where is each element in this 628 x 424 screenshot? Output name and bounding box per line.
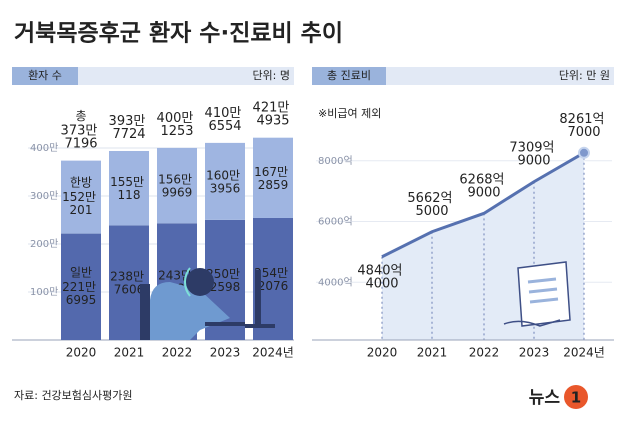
right-chart-title: 총 진료비 — [327, 69, 371, 82]
right-header — [312, 67, 614, 85]
value-label: 254만 2076 — [254, 265, 292, 292]
paper-roll — [503, 319, 561, 327]
pain-mark — [183, 267, 191, 297]
value-label: 167만 2859 — [254, 164, 292, 191]
y-tick-label: 200만 — [30, 238, 58, 250]
value-label: 6268억 9000 — [459, 172, 508, 200]
value-label: 8261억 7000 — [559, 111, 608, 139]
y-tick-label: 4000억 — [318, 276, 353, 288]
total-label: 410만 6554 — [205, 105, 246, 133]
end-point — [578, 146, 590, 159]
paper — [517, 261, 571, 327]
series-label: 한방 — [70, 176, 92, 190]
bar-segment — [109, 150, 149, 226]
x-tick-label: 2020 — [66, 346, 97, 360]
value-label: 5662억 5000 — [407, 190, 456, 218]
x-tick-label: 2024년 — [252, 346, 294, 360]
y-tick-label: 100만 — [30, 286, 58, 298]
value-label: 250만 2598 — [206, 266, 244, 293]
right-header-tab — [312, 67, 386, 85]
total-label: 373만 7196 — [61, 123, 102, 151]
total-label: 393만 7724 — [109, 113, 150, 141]
monitor — [255, 270, 261, 326]
x-tick-label: 2021 — [417, 346, 448, 360]
y-tick-label: 300만 — [30, 190, 58, 202]
keyboard — [205, 322, 245, 326]
value-label: 152만 201 — [62, 190, 100, 217]
x-tick-label: 2023 — [210, 346, 241, 360]
x-tick-label: 2024년 — [563, 346, 605, 360]
logo-number: 1 — [571, 389, 581, 407]
y-tick-label: 400만 — [30, 142, 58, 154]
chair — [140, 284, 150, 340]
total-prefix: 총 — [75, 109, 86, 123]
left-chart-title: 환자 수 — [28, 69, 62, 82]
left-unit: 단위: 명 — [252, 69, 290, 82]
left-header-tab — [12, 67, 78, 85]
y-tick-label: 8000억 — [318, 155, 353, 167]
y-tick-label: 6000억 — [318, 216, 353, 228]
x-tick-label: 2021 — [114, 346, 145, 360]
illustration — [140, 267, 275, 340]
value-label: 156만 9969 — [158, 172, 196, 199]
total-label: 421만 4935 — [253, 100, 294, 128]
monitor-stand — [245, 324, 275, 328]
value-label: 160만 3956 — [206, 168, 244, 195]
x-tick-label: 2022 — [162, 346, 193, 360]
x-tick-label: 2020 — [367, 346, 398, 360]
paper-line — [529, 297, 559, 304]
document-icon — [503, 261, 571, 327]
logo-circle — [564, 385, 588, 409]
paper-line — [527, 277, 557, 284]
source: 자료: 건강보험심사평가원 — [14, 389, 133, 402]
value-label: 238만 7606 — [110, 269, 148, 296]
paper-line — [528, 287, 558, 294]
value-label: 4840억 4000 — [357, 263, 406, 291]
main-title: 거북목증후군 환자 수·진료비 추이 — [14, 21, 343, 47]
total-label: 400만 1253 — [157, 110, 198, 138]
note: ※비급여 제외 — [318, 107, 381, 120]
person-head — [186, 268, 214, 296]
left-header — [12, 67, 294, 85]
value-label: 7309억 9000 — [509, 140, 558, 168]
bar-segment — [61, 233, 101, 340]
right-unit: 단위: 만 원 — [559, 69, 610, 82]
logo-text: 뉴스 — [529, 388, 561, 408]
bar-segment — [253, 137, 293, 218]
value-label: 155만 118 — [110, 175, 148, 202]
x-tick-label: 2023 — [519, 346, 550, 360]
bar-segment — [61, 160, 101, 234]
bar-segment — [205, 142, 245, 220]
value-label: 221만 6995 — [62, 279, 100, 306]
bar-segment — [157, 147, 197, 224]
line — [381, 151, 585, 259]
series-label: 일반 — [70, 265, 92, 279]
x-tick-label: 2022 — [469, 346, 500, 360]
